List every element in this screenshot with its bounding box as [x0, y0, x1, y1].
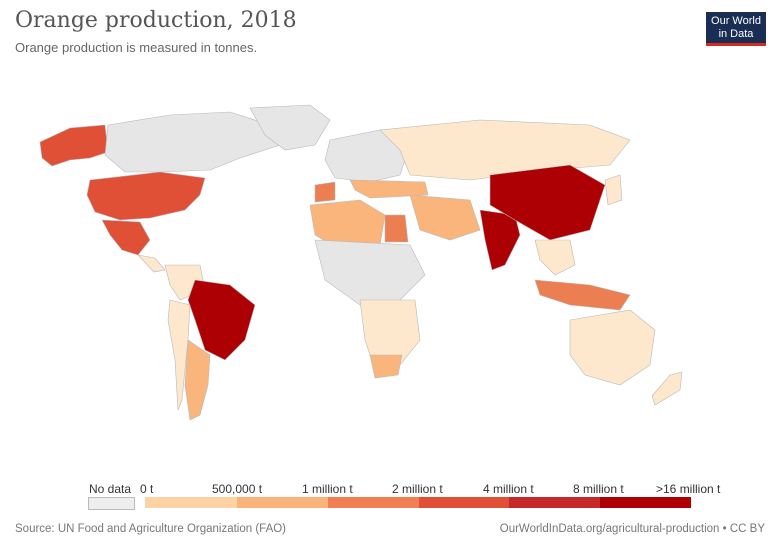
new-zealand-region[interactable]	[651, 371, 683, 406]
legend-swatch-4[interactable]	[509, 497, 600, 508]
owid-logo[interactable]: Our World in Data	[706, 12, 766, 46]
legend-swatch-1[interactable]	[237, 497, 328, 508]
legend-label-3: 2 million t	[392, 482, 443, 496]
central-america-region[interactable]	[137, 254, 166, 273]
legend-no-data-label: No data	[89, 482, 132, 496]
central-africa-region[interactable]	[314, 239, 426, 306]
logo-line-2: in Data	[718, 28, 754, 40]
chart-title: Orange production, 2018	[15, 8, 297, 33]
mexico-region[interactable]	[101, 219, 151, 256]
legend-label-0: 0 t	[140, 482, 154, 496]
mediterranean-region[interactable]	[349, 179, 429, 199]
legend-label-2: 1 million t	[302, 482, 353, 496]
greenland-region[interactable]	[249, 104, 331, 151]
legend-label-5: 8 million t	[573, 482, 624, 496]
legend-no-data-swatch[interactable]	[88, 497, 135, 510]
indonesia-region[interactable]	[534, 279, 631, 311]
world-map[interactable]	[30, 100, 730, 430]
legend-label-6: >16 million t	[656, 482, 721, 496]
legend-swatch-2[interactable]	[328, 497, 419, 508]
argentina-region[interactable]	[184, 339, 211, 421]
southeast-asia-region[interactable]	[534, 239, 576, 276]
spain-region[interactable]	[314, 181, 336, 203]
canada-region[interactable]	[104, 111, 281, 173]
legend-swatch-0[interactable]	[145, 497, 237, 508]
alaska-region[interactable]	[39, 124, 109, 167]
legend-swatch-3[interactable]	[419, 497, 509, 508]
legend-label-4: 4 million t	[483, 482, 534, 496]
china-region[interactable]	[489, 164, 606, 241]
japan-region[interactable]	[604, 174, 623, 206]
middle-east-region[interactable]	[409, 194, 481, 241]
legend-label-1: 500,000 t	[212, 482, 263, 496]
chart-subtitle: Orange production is measured in tonnes.	[15, 40, 258, 55]
russia-region[interactable]	[379, 119, 631, 181]
credit-link[interactable]: OurWorldInData.org/agricultural-producti…	[499, 523, 765, 535]
logo-line-1: Our World	[711, 15, 761, 27]
source-note: Source: UN Food and Agriculture Organiza…	[15, 523, 287, 535]
south-africa-region[interactable]	[369, 354, 403, 379]
australia-region[interactable]	[569, 309, 656, 386]
usa-region[interactable]	[86, 171, 206, 221]
legend-swatch-5[interactable]	[600, 497, 691, 508]
brazil-region[interactable]	[187, 279, 256, 361]
egypt-region[interactable]	[384, 214, 409, 243]
peru-chile-region[interactable]	[167, 299, 191, 411]
